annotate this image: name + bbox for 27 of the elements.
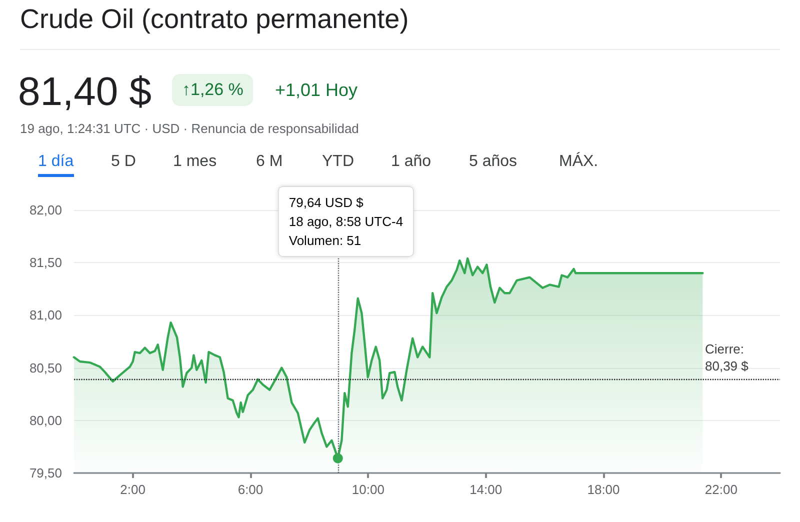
text: 19 ago, 1:24:31 UTC · USD · Renuncia de responsabilidad [20, 121, 359, 136]
text: YTD [322, 153, 354, 171]
text: 1 día [38, 153, 74, 177]
x-tick-label: 22:00 [704, 482, 738, 497]
y-tick-label: 79,50 [29, 466, 62, 480]
text: MÁX. [559, 153, 598, 171]
ref-line-label: Cierre: 80,39 $ [705, 341, 750, 374]
text: 1 mes [173, 153, 217, 171]
y-tick-label: 80,50 [29, 360, 62, 376]
text: 5 años [469, 153, 518, 171]
chart-title: Crude Oil (contrato permanente) [20, 4, 409, 35]
y-tick-label: 80,00 [29, 412, 62, 428]
x-tick-label: 10:00 [352, 482, 384, 497]
x-tick-label: 18:00 [587, 482, 620, 497]
x-tick-label: 2:00 [120, 482, 146, 497]
text: 6 M [256, 153, 283, 171]
text: 1 año [391, 153, 432, 171]
text: 81,40 $ [18, 70, 152, 115]
text: 5 D [111, 153, 136, 171]
y-tick-label: 82,00 [29, 202, 62, 218]
x-tick-label: 14:00 [470, 482, 502, 497]
y-tick-label: 81,00 [29, 308, 62, 323]
annotation: 79,64 USD $ 18 ago, 8:58 UTC-4 Volumen: 51 [288, 195, 404, 248]
text: ↑1,26 % [172, 74, 254, 106]
x-tick-label: 6:00 [238, 482, 264, 497]
y-tick-label: 81,50 [29, 255, 62, 270]
text: +1,01 Hoy [275, 80, 358, 101]
